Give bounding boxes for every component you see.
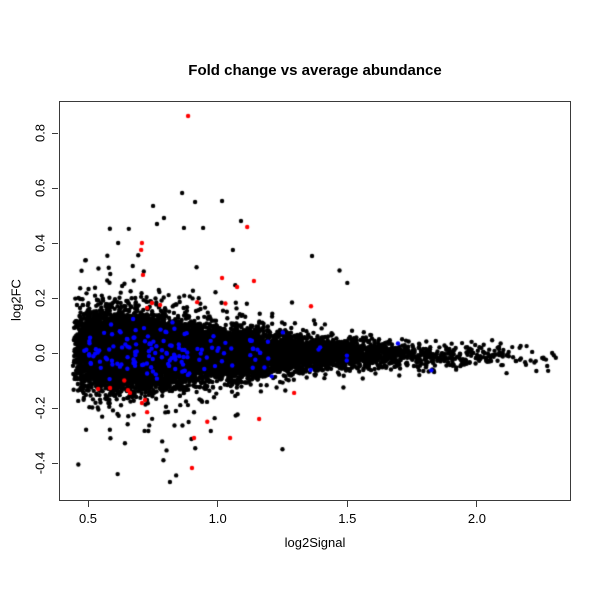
y-tick [52,297,58,299]
chart-title: Fold change vs average abundance [188,62,442,79]
x-tick-label: 1.5 [338,511,357,526]
x-tick [476,501,478,507]
x-tick-label: 0.5 [78,511,98,526]
y-tick-label: 0.8 [32,123,48,143]
y-tick-label: 0.0 [32,343,48,363]
x-tick-label: 1.0 [208,511,227,526]
y-tick [52,462,58,464]
x-tick-label: 2.0 [467,511,486,526]
y-tick [52,187,58,189]
y-tick-label: -0.4 [32,451,48,475]
y-tick [52,407,58,409]
y-tick [52,242,58,244]
y-tick-label: -0.2 [32,396,48,420]
y-tick-label: 0.6 [32,178,48,198]
x-tick [346,501,348,507]
x-axis-label: log2Signal [284,535,346,550]
plot-box [59,101,571,501]
y-tick [52,352,58,354]
y-tick-label: 0.4 [32,233,48,253]
y-axis-label: log2FC [8,279,24,321]
y-tick [52,132,58,134]
x-tick [87,501,89,507]
x-tick [217,501,219,507]
y-tick-label: 0.2 [32,288,48,308]
